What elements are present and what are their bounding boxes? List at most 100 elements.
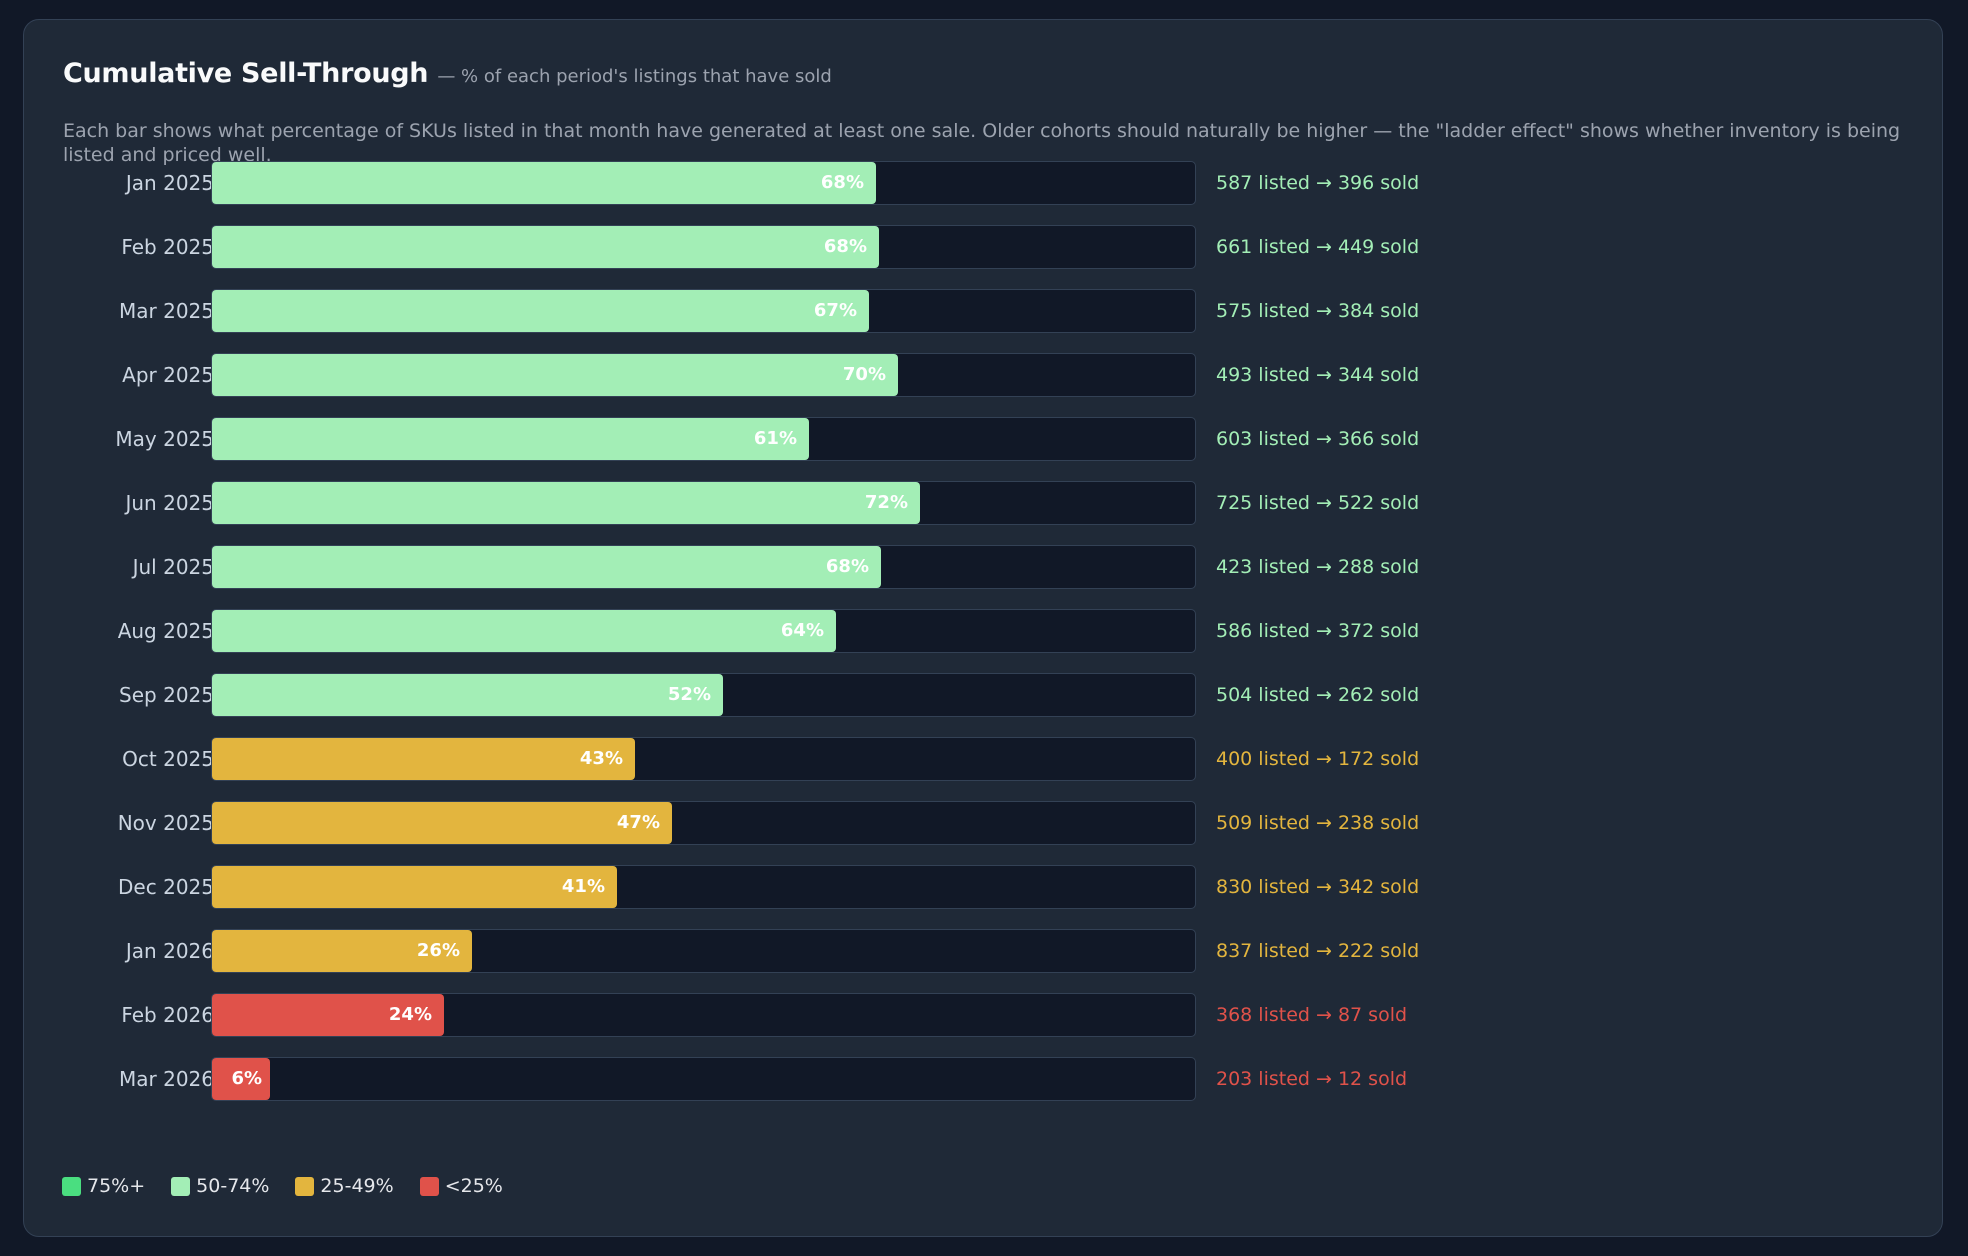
category-label: Apr 2025: [122, 363, 214, 387]
legend-swatch: [419, 1176, 439, 1196]
bar-row: Jul 2025 68% 423 listed → 288 sold: [24, 545, 1942, 589]
bar: 67%: [212, 290, 869, 332]
bar-row: Jan 2025 68% 587 listed → 396 sold: [24, 161, 1942, 205]
category-label: Oct 2025: [122, 747, 214, 771]
bar: 6%: [212, 1058, 270, 1100]
legend-label: 75%+: [87, 1175, 146, 1197]
legend-item: <25%: [419, 1175, 503, 1197]
chart-subtitle: — % of each period's listings that have …: [437, 66, 832, 87]
bar-track: 26%: [211, 929, 1196, 973]
bar-track: 68%: [211, 225, 1196, 269]
listed-sold-detail: 603 listed → 366 sold: [1216, 428, 1420, 450]
bar-value-label: 52%: [667, 684, 711, 705]
bar-value-label: 68%: [825, 556, 869, 577]
legend-item: 50-74%: [171, 1175, 269, 1197]
bar-row: Oct 2025 43% 400 listed → 172 sold: [24, 737, 1942, 781]
bar-row: Feb 2025 68% 661 listed → 449 sold: [24, 225, 1942, 269]
bar: 70%: [212, 354, 898, 396]
bar-track: 41%: [211, 865, 1196, 909]
bar-value-label: 61%: [753, 428, 797, 449]
bar-value-label: 72%: [864, 492, 908, 513]
chart-description: Each bar shows what percentage of SKUs l…: [63, 120, 1901, 166]
bar-row: Apr 2025 70% 493 listed → 344 sold: [24, 353, 1942, 397]
listed-sold-detail: 575 listed → 384 sold: [1216, 300, 1420, 322]
legend-label: <25%: [444, 1175, 503, 1197]
bar: 41%: [212, 866, 617, 908]
category-label: Mar 2026: [119, 1067, 214, 1091]
legend-swatch: [171, 1176, 191, 1196]
category-label: Jan 2026: [125, 939, 214, 963]
bar-track: 70%: [211, 353, 1196, 397]
bar-value-label: 41%: [561, 876, 605, 897]
bar-value-label: 24%: [388, 1004, 432, 1025]
bar-track: 52%: [211, 673, 1196, 717]
bar: 24%: [212, 994, 444, 1036]
bar-track: 64%: [211, 609, 1196, 653]
bar-row: May 2025 61% 603 listed → 366 sold: [24, 417, 1942, 461]
listed-sold-detail: 493 listed → 344 sold: [1216, 364, 1420, 386]
category-label: Mar 2025: [119, 299, 214, 323]
category-label: Jan 2025: [125, 171, 214, 195]
bar-row: Dec 2025 41% 830 listed → 342 sold: [24, 865, 1942, 909]
bar-row: Nov 2025 47% 509 listed → 238 sold: [24, 801, 1942, 845]
legend-swatch: [295, 1176, 315, 1196]
chart-title: Cumulative Sell-Through: [63, 58, 429, 89]
category-label: May 2025: [115, 427, 214, 451]
bar-value-label: 64%: [780, 620, 824, 641]
category-label: Nov 2025: [117, 811, 214, 835]
listed-sold-detail: 368 listed → 87 sold: [1216, 1004, 1408, 1026]
listed-sold-detail: 661 listed → 449 sold: [1216, 236, 1420, 258]
bar: 52%: [212, 674, 723, 716]
bar-value-label: 68%: [823, 236, 867, 257]
bar-value-label: 43%: [579, 748, 623, 769]
bar-track: 24%: [211, 993, 1196, 1037]
bar: 68%: [212, 546, 881, 588]
bar-row: Sep 2025 52% 504 listed → 262 sold: [24, 673, 1942, 717]
listed-sold-detail: 586 listed → 372 sold: [1216, 620, 1420, 642]
bar: 61%: [212, 418, 809, 460]
bar-track: 61%: [211, 417, 1196, 461]
legend-item: 25-49%: [295, 1175, 394, 1197]
listed-sold-detail: 837 listed → 222 sold: [1216, 940, 1420, 962]
sell-through-card: Cumulative Sell-Through — % of each peri…: [23, 19, 1943, 1237]
bar-track: 68%: [211, 161, 1196, 205]
listed-sold-detail: 203 listed → 12 sold: [1216, 1068, 1408, 1090]
bar: 72%: [212, 482, 920, 524]
bar: 43%: [212, 738, 635, 780]
chart-header: Cumulative Sell-Through — % of each peri…: [63, 58, 832, 89]
legend-label: 50-74%: [196, 1175, 270, 1197]
bar-value-label: 68%: [820, 172, 864, 193]
category-label: Feb 2025: [121, 235, 214, 259]
category-label: Feb 2026: [121, 1003, 214, 1027]
bar-track: 68%: [211, 545, 1196, 589]
bar: 47%: [212, 802, 672, 844]
bar-track: 67%: [211, 289, 1196, 333]
chart-legend: 75%+ 50-74% 25-49% <25%: [62, 1175, 529, 1197]
bar-track: 6%: [211, 1057, 1196, 1101]
bar-row: Mar 2025 67% 575 listed → 384 sold: [24, 289, 1942, 333]
legend-swatch: [62, 1176, 81, 1196]
bar: 68%: [212, 226, 879, 268]
bar-row: Jun 2025 72% 725 listed → 522 sold: [24, 481, 1942, 525]
category-label: Jul 2025: [132, 555, 214, 579]
legend-item: 75%+: [62, 1175, 145, 1197]
bar: 68%: [212, 162, 876, 204]
category-label: Aug 2025: [117, 619, 214, 643]
listed-sold-detail: 509 listed → 238 sold: [1216, 812, 1420, 834]
listed-sold-detail: 504 listed → 262 sold: [1216, 684, 1420, 706]
bar-value-label: 6%: [231, 1068, 262, 1089]
bar-track: 43%: [211, 737, 1196, 781]
category-label: Jun 2025: [125, 491, 214, 515]
bar-row: Feb 2026 24% 368 listed → 87 sold: [24, 993, 1942, 1037]
category-label: Dec 2025: [118, 875, 214, 899]
listed-sold-detail: 830 listed → 342 sold: [1216, 876, 1420, 898]
listed-sold-detail: 587 listed → 396 sold: [1216, 172, 1420, 194]
listed-sold-detail: 725 listed → 522 sold: [1216, 492, 1420, 514]
bar-track: 72%: [211, 481, 1196, 525]
category-label: Sep 2025: [119, 683, 214, 707]
legend-label: 25-49%: [320, 1175, 394, 1197]
bar: 26%: [212, 930, 472, 972]
bar-row: Aug 2025 64% 586 listed → 372 sold: [24, 609, 1942, 653]
bar-value-label: 70%: [842, 364, 886, 385]
bar: 64%: [212, 610, 836, 652]
